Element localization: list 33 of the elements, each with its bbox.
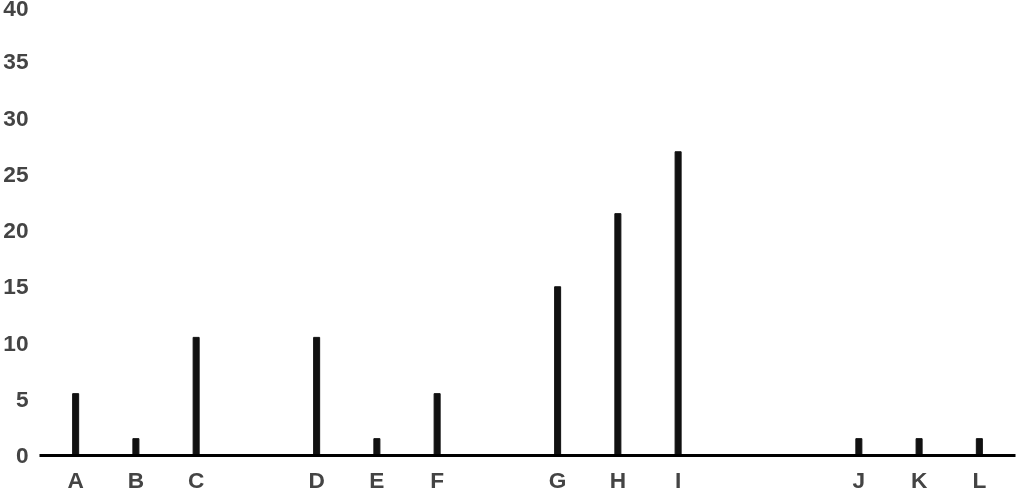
y-tick-label: 35 bbox=[3, 48, 29, 75]
bar bbox=[915, 438, 923, 456]
y-tick-label: 15 bbox=[3, 273, 29, 300]
x-tick-label: E bbox=[369, 466, 385, 493]
y-tick-label: 40 bbox=[3, 0, 29, 21]
bar bbox=[433, 393, 441, 456]
x-tick-label: B bbox=[127, 466, 145, 493]
bar bbox=[132, 438, 140, 456]
x-tick-label: D bbox=[308, 466, 325, 493]
y-tick-label: 10 bbox=[3, 329, 29, 356]
bar bbox=[373, 438, 381, 456]
x-tick-label: H bbox=[609, 466, 627, 493]
y-tick-label: 20 bbox=[3, 217, 29, 243]
x-tick-label: A bbox=[67, 466, 84, 493]
x-tick-label: I bbox=[674, 466, 682, 493]
y-tick-label: 25 bbox=[3, 160, 29, 187]
bar bbox=[674, 151, 682, 456]
y-tick-label: 5 bbox=[15, 385, 29, 412]
x-tick-label: K bbox=[910, 466, 928, 493]
bar bbox=[72, 393, 80, 456]
x-tick-label: L bbox=[972, 466, 987, 493]
y-tick-label: 0 bbox=[15, 442, 29, 468]
bar bbox=[313, 336, 321, 456]
bar bbox=[614, 213, 622, 456]
x-tick-label: C bbox=[187, 466, 205, 493]
bar bbox=[855, 438, 863, 456]
bar bbox=[975, 438, 983, 456]
y-tick-label: 30 bbox=[3, 104, 29, 131]
x-tick-label: F bbox=[430, 466, 445, 493]
x-tick-label: G bbox=[548, 466, 567, 493]
bar bbox=[554, 286, 562, 456]
x-tick-label: J bbox=[852, 466, 866, 493]
bar bbox=[192, 336, 200, 456]
